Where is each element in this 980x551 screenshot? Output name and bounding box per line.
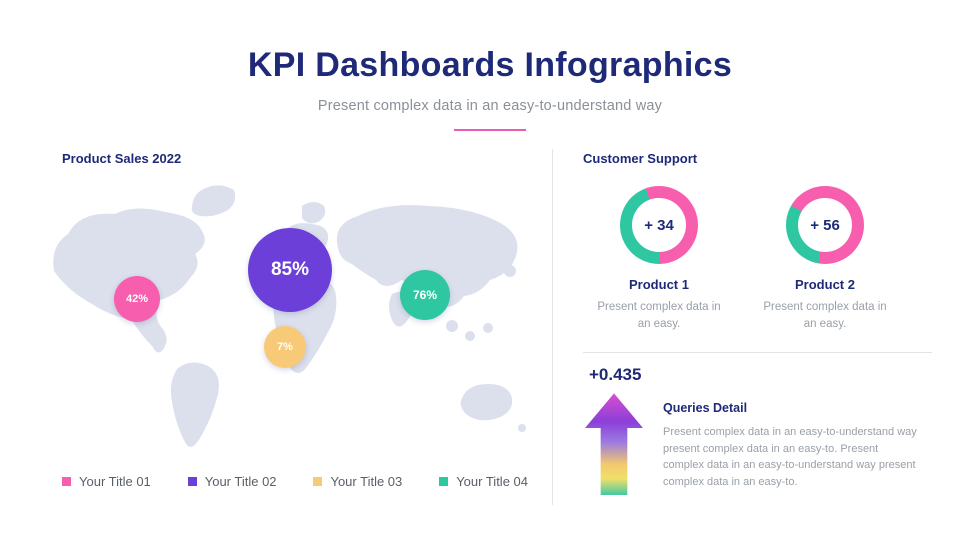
legend-item-3: Your Title 03 xyxy=(313,474,402,489)
product-card-1: + 34 Product 1 Present complex data in a… xyxy=(583,186,735,332)
product-sales-title: Product Sales 2022 xyxy=(62,151,182,166)
right-column: Customer Support + 34 Product 1 Present … xyxy=(553,145,940,505)
map-legend: Your Title 01 Your Title 02 Your Title 0… xyxy=(40,474,552,489)
queries-description: Present complex data in an easy-to-under… xyxy=(663,426,917,488)
queries-value: +0.435 xyxy=(589,365,642,385)
donut-hole-2: + 56 xyxy=(798,198,852,252)
page-subtitle: Present complex data in an easy-to-under… xyxy=(317,98,663,114)
map-bubble-4-value: 76% xyxy=(412,288,438,302)
legend-label-4: Your Title 04 xyxy=(456,474,528,489)
world-map-graphic xyxy=(53,185,526,447)
subtitle-accent-line xyxy=(454,129,526,131)
map-bubble-3: 7% xyxy=(264,326,306,368)
legend-swatch-4 xyxy=(439,477,449,486)
map-bubble-2-value: 85% xyxy=(270,259,310,280)
donut-chart-product-1: + 34 xyxy=(620,186,698,264)
horizontal-divider xyxy=(583,352,932,354)
product-desc-2: Present complex data in an easy. xyxy=(763,301,887,330)
map-bubble-2: 85% xyxy=(248,228,332,312)
donut-value-1: + 34 xyxy=(644,216,674,234)
vertical-divider xyxy=(552,149,553,505)
legend-item-2: Your Title 02 xyxy=(187,474,277,489)
product-sales-section: Product Sales 2022 xyxy=(40,145,552,505)
map-bubble-3-value: 7% xyxy=(277,341,293,353)
product-name-1: Product 1 xyxy=(629,277,689,292)
legend-item-4: Your Title 04 xyxy=(439,474,528,489)
legend-label-2: Your Title 02 xyxy=(204,474,277,489)
legend-swatch-2 xyxy=(187,477,197,486)
customer-support-products: + 34 Product 1 Present complex data in a… xyxy=(583,186,940,332)
world-map: 42% 85% 7% 76% xyxy=(40,176,540,454)
donut-chart-product-2: + 56 xyxy=(786,186,864,264)
queries-title: Queries Detail xyxy=(663,401,748,416)
map-bubble-1: 42% xyxy=(114,276,160,322)
legend-item-1: Your Title 01 xyxy=(62,474,151,489)
header: KPI Dashboards Infographics Present comp… xyxy=(0,0,980,131)
map-bubble-1-value: 42% xyxy=(125,293,149,305)
customer-support-title: Customer Support xyxy=(583,151,698,166)
legend-label-3: Your Title 03 xyxy=(330,474,403,489)
map-bubble-4: 76% xyxy=(400,270,450,320)
donut-hole-1: + 34 xyxy=(632,198,686,252)
page-title: KPI Dashboards Infographics xyxy=(247,46,733,84)
queries-text: Queries Detail Present complex data in a… xyxy=(663,393,918,490)
legend-swatch-3 xyxy=(313,477,323,486)
queries-row: Queries Detail Present complex data in a… xyxy=(583,393,940,496)
content: Product Sales 2022 xyxy=(0,145,980,505)
up-arrow-icon xyxy=(585,393,643,496)
product-name-2: Product 2 xyxy=(795,277,855,292)
product-desc-1: Present complex data in an easy. xyxy=(597,301,721,330)
legend-swatch-1 xyxy=(62,477,71,486)
product-card-2: + 56 Product 2 Present complex data in a… xyxy=(749,186,901,332)
donut-value-2: + 56 xyxy=(810,216,840,234)
queries-section: +0.435 Queries Detail Present complex da… xyxy=(583,365,940,496)
legend-label-1: Your Title 01 xyxy=(79,474,151,489)
